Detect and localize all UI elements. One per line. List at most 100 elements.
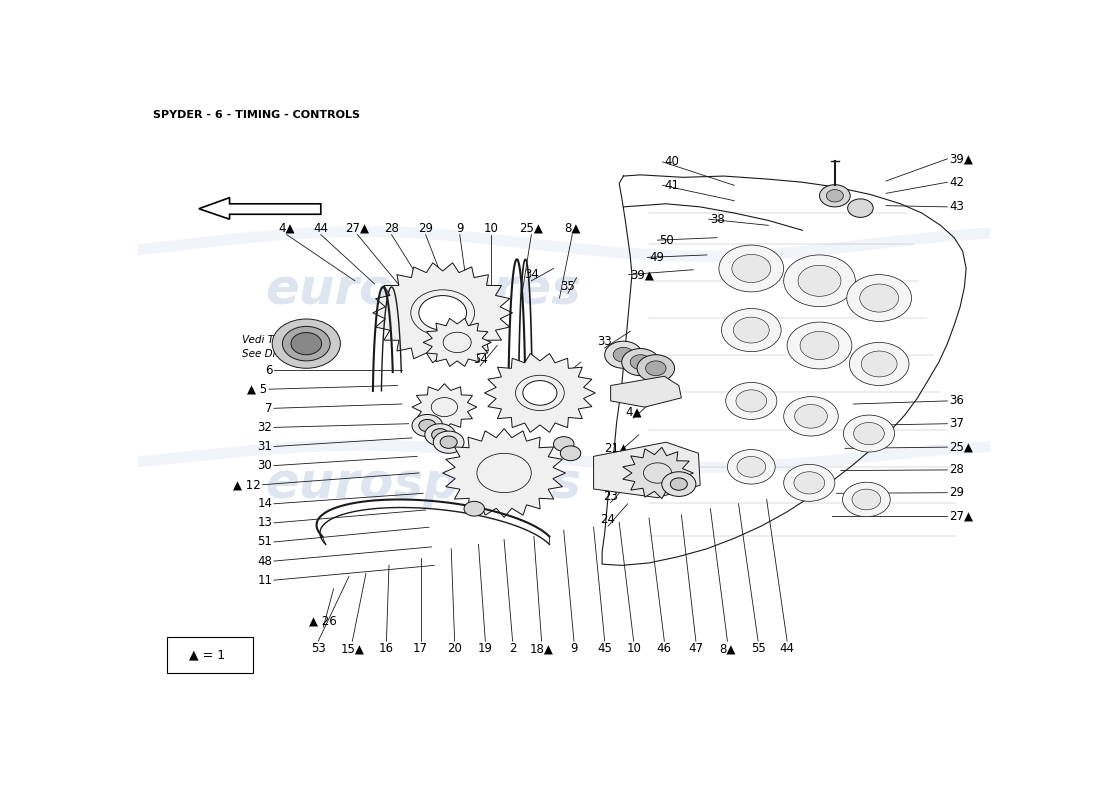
Text: 25▲: 25▲ [519,222,543,235]
Polygon shape [442,429,565,518]
Text: 35: 35 [561,281,575,294]
Text: 8▲: 8▲ [719,642,736,655]
Circle shape [605,341,642,368]
Circle shape [732,254,771,282]
Circle shape [861,351,898,377]
Circle shape [621,349,659,376]
Circle shape [719,245,783,292]
Text: 41: 41 [664,179,680,192]
Text: 25▲: 25▲ [949,441,974,454]
Circle shape [425,424,455,446]
Text: Vedi Tav. 5
See Draw. 5: Vedi Tav. 5 See Draw. 5 [242,335,304,359]
Circle shape [848,199,873,218]
Circle shape [727,450,776,484]
Text: 13: 13 [257,516,272,530]
Text: 14: 14 [257,498,272,510]
Circle shape [794,405,827,428]
Text: 34: 34 [524,268,539,281]
Text: 17: 17 [412,642,428,655]
Text: 28: 28 [384,222,399,235]
Text: 51: 51 [257,535,272,549]
Text: 15▲: 15▲ [340,642,364,655]
Text: ▲ = 1: ▲ = 1 [189,649,226,662]
Text: ▲ 5: ▲ 5 [248,382,267,396]
Circle shape [847,274,912,322]
Circle shape [646,361,666,376]
Circle shape [734,317,769,343]
Circle shape [726,382,777,419]
Circle shape [440,436,458,448]
Text: 53: 53 [311,642,326,655]
Text: 49: 49 [649,251,664,264]
Text: 30: 30 [257,459,272,472]
Text: 40: 40 [664,155,679,169]
Text: 47: 47 [689,642,703,655]
Text: 9: 9 [570,642,578,655]
Text: 27▲: 27▲ [949,510,974,522]
Circle shape [783,255,856,306]
Circle shape [272,319,340,368]
Circle shape [844,415,894,452]
Text: 19: 19 [477,642,493,655]
Circle shape [798,266,842,296]
Text: 7: 7 [265,402,272,415]
Circle shape [433,431,464,454]
Circle shape [553,437,574,451]
Text: 29: 29 [418,222,433,235]
Polygon shape [484,354,595,432]
Circle shape [843,482,890,517]
Polygon shape [199,198,321,219]
Polygon shape [373,263,513,363]
Circle shape [637,354,674,382]
Circle shape [283,326,330,361]
Text: SPYDER - 6 - TIMING - CONTROLS: SPYDER - 6 - TIMING - CONTROLS [153,110,360,119]
Text: 50: 50 [659,234,674,246]
Text: 54: 54 [473,353,487,366]
Circle shape [820,185,850,207]
Circle shape [788,322,851,369]
Text: 10: 10 [626,642,641,655]
Text: 20: 20 [448,642,462,655]
Text: 31: 31 [257,440,272,453]
Text: 21▲: 21▲ [605,442,628,455]
Circle shape [860,284,899,312]
Text: 45: 45 [597,642,612,655]
Text: 18▲: 18▲ [529,642,553,655]
Text: 9: 9 [456,222,463,235]
Circle shape [662,472,696,496]
Text: 44: 44 [780,642,794,655]
Polygon shape [610,376,681,407]
Text: eurospares: eurospares [265,266,582,314]
Circle shape [852,489,881,510]
Text: 39▲: 39▲ [630,268,654,281]
Text: 38: 38 [711,213,725,226]
Text: 37: 37 [949,418,964,430]
Circle shape [412,414,442,437]
Text: 22: 22 [606,466,620,479]
Circle shape [826,190,844,202]
Text: 24: 24 [601,514,616,526]
Text: 3▲: 3▲ [556,364,572,377]
Circle shape [722,309,781,352]
Circle shape [613,347,634,362]
Text: 33: 33 [597,335,612,348]
Text: 6: 6 [265,364,272,377]
Circle shape [800,331,839,359]
Circle shape [849,342,909,386]
Circle shape [783,397,838,436]
Text: 23: 23 [603,490,618,503]
Circle shape [783,464,835,502]
Circle shape [670,478,688,490]
Polygon shape [594,442,700,498]
Circle shape [292,333,321,354]
Polygon shape [623,447,693,498]
Text: 55: 55 [750,642,766,655]
Polygon shape [424,318,492,366]
Text: 4▲: 4▲ [626,406,642,418]
Text: 42: 42 [949,176,964,189]
Circle shape [522,381,557,406]
Text: ▲ 12: ▲ 12 [233,478,261,491]
Text: 36: 36 [949,394,964,407]
Text: 43: 43 [949,200,964,214]
Polygon shape [412,384,476,430]
